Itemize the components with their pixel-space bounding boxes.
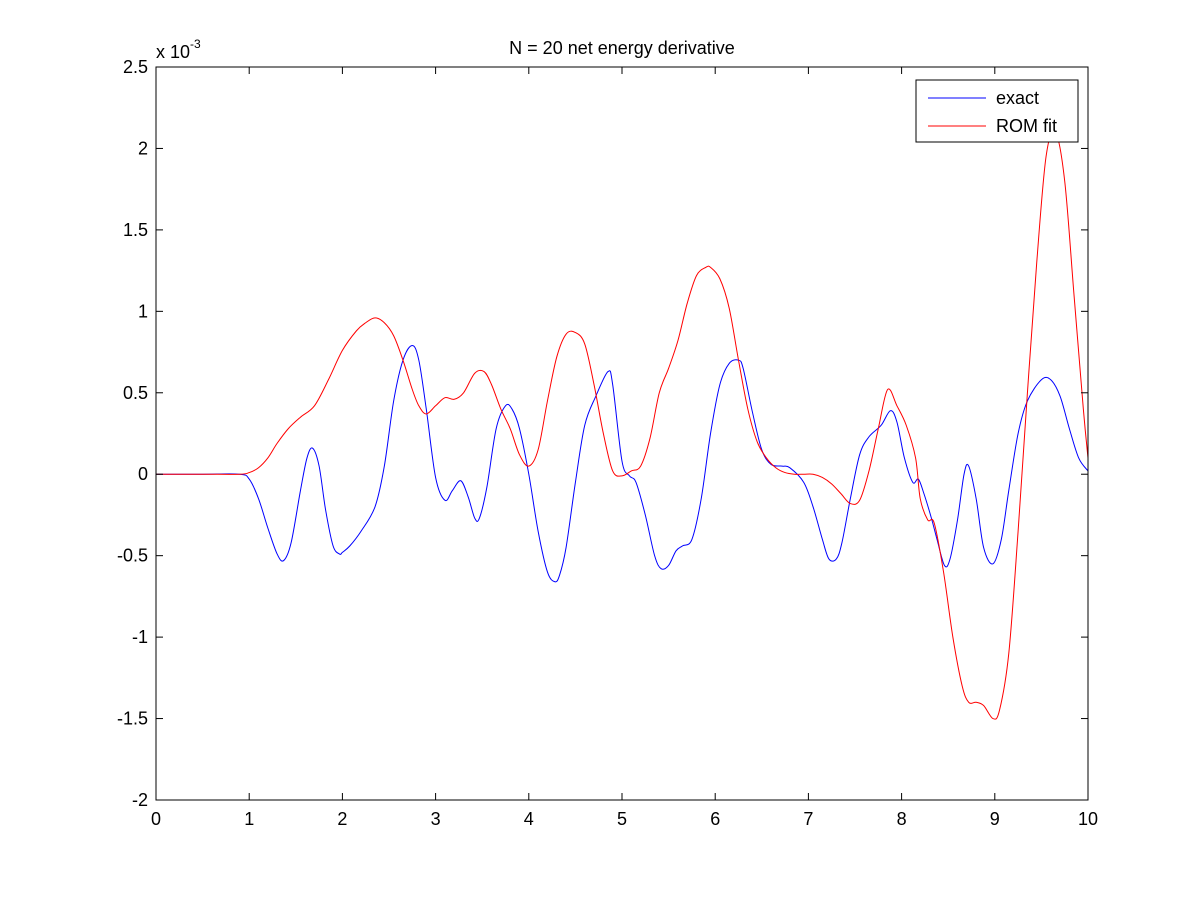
y-tick-label: -0.5 (117, 546, 148, 566)
x-tick-label: 8 (897, 809, 907, 829)
y-tick-label: 0 (138, 464, 148, 484)
y-axis-ticks: -2 -1.5 -1 -0.5 0 0.5 1 1.5 2 2.5 (117, 57, 1088, 810)
legend-label-exact: exact (996, 88, 1039, 108)
x-tick-label: 4 (524, 809, 534, 829)
legend: exact ROM fit (915, 79, 1079, 143)
x-tick-label: 0 (151, 809, 161, 829)
x-tick-label: 7 (803, 809, 813, 829)
x-tick-label: 6 (710, 809, 720, 829)
legend-box (915, 79, 1079, 143)
y-tick-label: -1.5 (117, 709, 148, 729)
legend-label-rom-fit: ROM fit (996, 116, 1057, 136)
x-tick-label: 2 (337, 809, 347, 829)
series-layer (156, 130, 1089, 720)
y-scale-base: x 10 (156, 42, 190, 62)
chart-title: N = 20 net energy derivative (509, 38, 735, 58)
x-tick-label: 1 (244, 809, 254, 829)
y-scale-exponent: -3 (190, 37, 201, 51)
y-tick-label: -1 (132, 627, 148, 647)
y-tick-label: 2 (138, 138, 148, 158)
x-tick-label: 10 (1078, 809, 1098, 829)
y-scale-multiplier: x 10-3 (156, 37, 201, 62)
x-axis-ticks: 0 1 2 3 4 5 6 7 8 9 10 (151, 67, 1098, 829)
y-tick-label: -2 (132, 790, 148, 810)
y-tick-label: 1.5 (123, 220, 148, 240)
x-tick-label: 5 (617, 809, 627, 829)
x-tick-label: 3 (431, 809, 441, 829)
y-tick-label: 2.5 (123, 57, 148, 77)
series-line-rom-fit (156, 130, 1089, 720)
y-tick-label: 1 (138, 301, 148, 321)
axes-background (156, 67, 1088, 800)
y-tick-label: 0.5 (123, 383, 148, 403)
x-tick-label: 9 (990, 809, 1000, 829)
